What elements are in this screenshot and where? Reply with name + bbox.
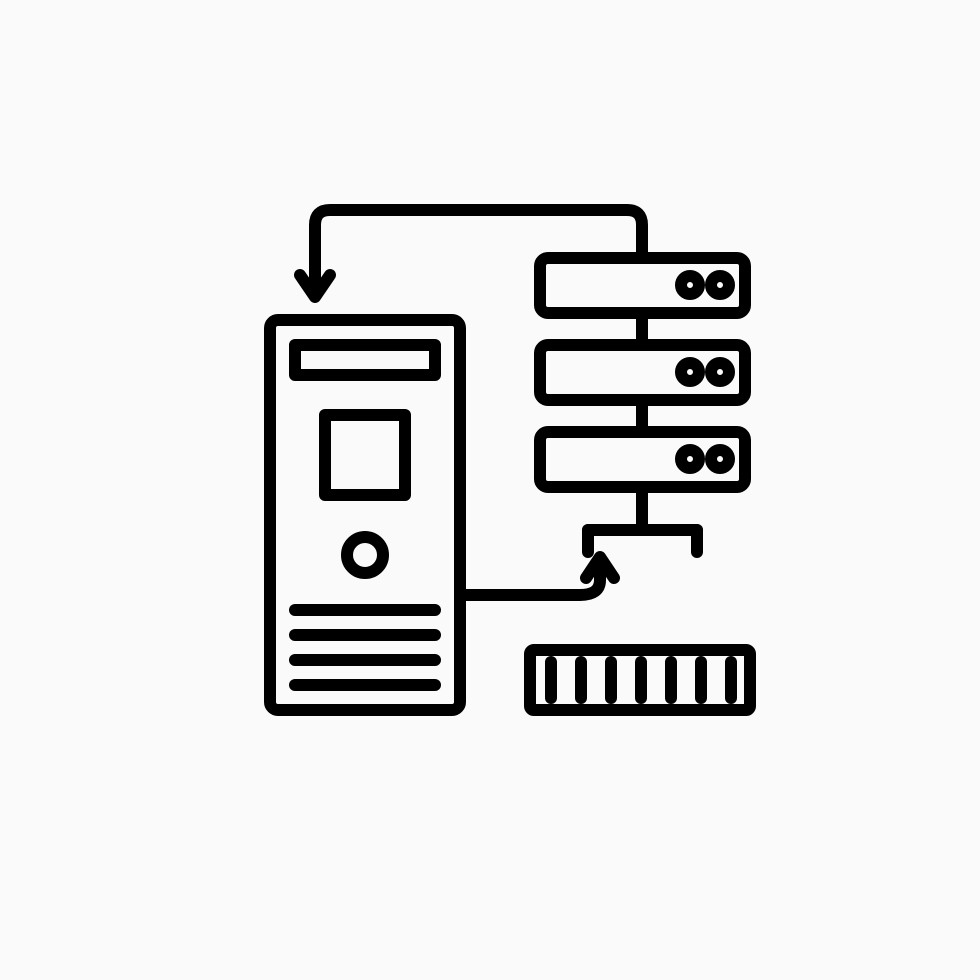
data-sync-icon: [0, 0, 980, 980]
